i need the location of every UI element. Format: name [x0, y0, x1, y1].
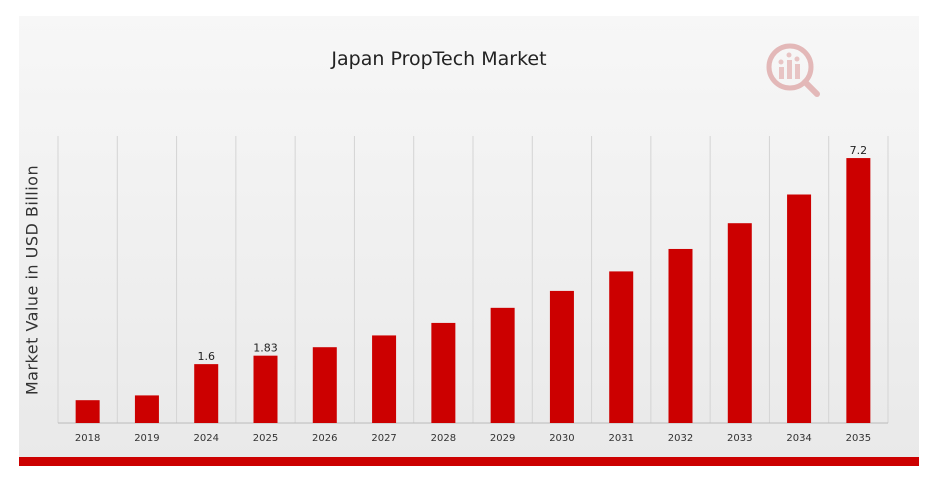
- bar-2029: [490, 307, 515, 423]
- x-tick-label: 2026: [312, 433, 337, 444]
- bar-2027: [372, 335, 397, 423]
- bar-2033: [727, 223, 752, 423]
- bar-2018: [75, 400, 100, 423]
- x-tick-label: 2028: [431, 433, 456, 444]
- x-tick-label: 2018: [75, 433, 100, 444]
- bar-2028: [431, 322, 456, 423]
- accent-bar: [19, 457, 919, 466]
- x-tick-label: 2032: [668, 433, 693, 444]
- data-label-2035: 7.2: [850, 144, 868, 157]
- x-tick-label: 2034: [786, 433, 811, 444]
- bar-2031: [609, 271, 634, 423]
- x-tick-label: 2030: [549, 433, 574, 444]
- bar-2032: [668, 248, 693, 423]
- x-tick-label: 2027: [371, 433, 396, 444]
- market-research-logo-icon: [766, 43, 820, 97]
- bar-2024: [194, 364, 219, 423]
- data-label-2024: 1.6: [197, 350, 215, 363]
- chart-title: Japan PropTech Market: [331, 48, 547, 70]
- data-label-2025: 1.83: [253, 342, 278, 355]
- bar-2035: [846, 158, 871, 424]
- bar-2030: [549, 290, 574, 423]
- x-tick-label: 2033: [727, 433, 752, 444]
- x-tick-label: 2031: [608, 433, 633, 444]
- bar-2026: [312, 347, 337, 423]
- bar-2025: [253, 355, 278, 423]
- x-tick-label: 2019: [134, 433, 159, 444]
- bar-2034: [787, 194, 812, 423]
- x-tick-label: 2024: [193, 433, 218, 444]
- x-tick-label: 2025: [253, 433, 278, 444]
- x-tick-label: 2029: [490, 433, 515, 444]
- bar-2019: [134, 395, 159, 423]
- x-tick-label: 2035: [846, 433, 871, 444]
